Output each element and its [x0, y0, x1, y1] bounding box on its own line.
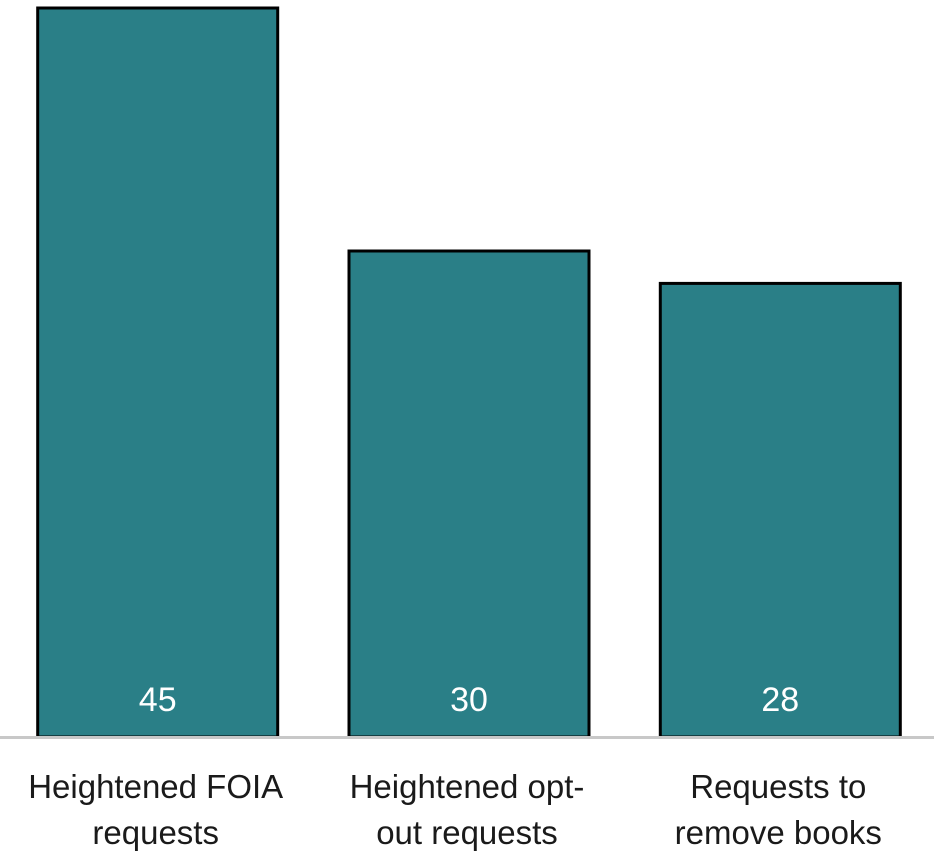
bar [347, 249, 591, 739]
bar-value-label: 45 [139, 681, 177, 719]
bar-value-label: 30 [450, 681, 488, 719]
category-labels-group: Heightened FOIA requests Heightened opt-ou… [28, 768, 882, 851]
value-labels-group: 45 30 28 [139, 681, 799, 719]
bar-value-label: 28 [761, 681, 799, 719]
bars-group [36, 6, 902, 739]
bar [36, 6, 280, 739]
category-tick-label: Requests to [690, 768, 866, 805]
category-tick-label: Heightened FOIA [28, 768, 283, 805]
category-tick-label: Heightened opt- [350, 768, 585, 805]
category-tick-label: out requests [376, 814, 558, 851]
category-tick-label: requests [92, 814, 219, 851]
category-tick-label: remove books [675, 814, 882, 851]
bar [658, 281, 902, 739]
